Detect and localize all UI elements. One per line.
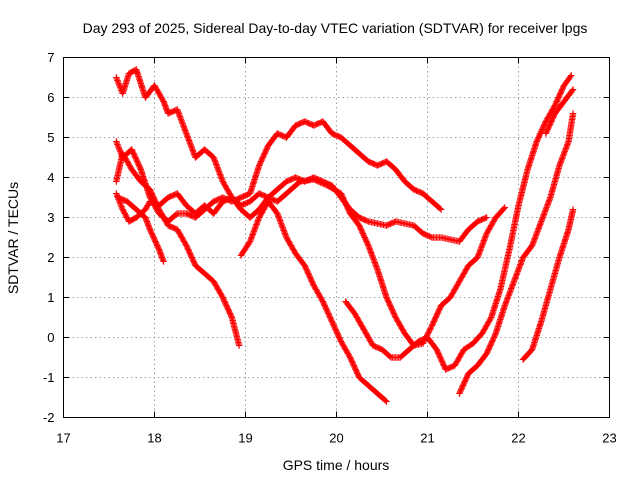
series-track-7 xyxy=(342,72,575,373)
data-point-marker xyxy=(115,80,122,87)
data-point-marker xyxy=(567,73,574,80)
y-tick-label: -2 xyxy=(43,410,55,425)
data-point-marker xyxy=(235,342,243,349)
data-point-marker xyxy=(501,204,509,211)
x-axis-label: GPS time / hours xyxy=(283,457,390,473)
y-tick-label: 0 xyxy=(47,330,54,345)
series-track-10 xyxy=(542,86,577,137)
data-point-marker xyxy=(426,326,434,333)
x-tick-label: 19 xyxy=(238,431,252,446)
x-tick-label: 22 xyxy=(511,431,525,446)
series-track-4 xyxy=(113,150,243,349)
data-point-marker xyxy=(113,190,120,197)
data-point-marker xyxy=(364,240,371,248)
data-point-marker xyxy=(487,315,494,323)
x-tick-label: 23 xyxy=(602,431,616,446)
data-point-marker xyxy=(117,201,125,209)
series-track-1 xyxy=(113,66,509,349)
data-point-marker xyxy=(436,205,444,212)
x-tick-label: 18 xyxy=(147,431,161,446)
data-point-marker xyxy=(228,312,235,320)
data-point-marker xyxy=(115,144,122,151)
data-point-marker xyxy=(114,142,122,150)
series-track-5 xyxy=(114,194,167,265)
data-point-marker xyxy=(569,110,577,117)
data-point-marker xyxy=(483,214,490,221)
data-point-marker xyxy=(115,145,123,152)
grid-lines xyxy=(63,57,610,418)
y-tick-label: 2 xyxy=(47,250,54,265)
chart-title: Day 293 of 2025, Sidereal Day-to-day VTE… xyxy=(83,20,588,36)
series-track-3 xyxy=(113,174,490,245)
data-point-marker xyxy=(114,77,121,84)
data-point-marker xyxy=(426,327,433,335)
data-point-marker xyxy=(113,75,121,83)
y-tick-label: 7 xyxy=(47,50,54,65)
x-tick-label: 21 xyxy=(420,431,434,446)
data-point-marker xyxy=(118,204,126,212)
series-track-9 xyxy=(519,206,577,363)
y-tick-label: -1 xyxy=(43,370,55,385)
data-point-marker xyxy=(427,325,434,332)
data-point-marker xyxy=(491,331,499,339)
data-point-marker xyxy=(427,233,434,241)
data-point-marker xyxy=(569,206,577,213)
series-track-8 xyxy=(456,110,577,397)
data-point-marker xyxy=(428,323,435,331)
series-track-6 xyxy=(237,198,390,405)
data-point-marker xyxy=(114,141,121,148)
data-point-marker xyxy=(114,78,122,86)
data-point-marker xyxy=(246,239,253,246)
y-tick-label: 6 xyxy=(47,90,54,105)
data-point-marker xyxy=(382,397,389,404)
data-point-marker xyxy=(363,217,371,225)
data-point-marker xyxy=(137,164,144,172)
axis-ticks xyxy=(63,57,610,418)
data-point-marker xyxy=(113,74,120,81)
y-axis-label: SDTVAR / TECUs xyxy=(5,182,21,294)
data-markers xyxy=(113,66,577,405)
data-point-marker xyxy=(482,214,489,222)
x-tick-label: 17 xyxy=(56,431,70,446)
data-point-marker xyxy=(425,329,432,336)
data-point-marker xyxy=(113,139,121,147)
y-tick-label: 3 xyxy=(47,210,54,225)
series-track-2 xyxy=(113,118,445,225)
y-tick-label: 5 xyxy=(47,130,54,145)
y-tick-label: 1 xyxy=(47,290,54,305)
data-point-marker xyxy=(500,205,508,212)
x-tick-label: 20 xyxy=(329,431,343,446)
data-point-marker xyxy=(383,398,390,405)
data-point-marker xyxy=(437,206,445,213)
data-point-marker xyxy=(569,86,577,93)
y-tick-label: 4 xyxy=(47,170,54,185)
data-point-marker xyxy=(113,138,120,145)
data-point-marker xyxy=(118,203,125,210)
data-point-marker xyxy=(568,72,575,79)
data-point-marker xyxy=(116,147,123,154)
data-point-marker xyxy=(568,87,576,94)
data-point-marker xyxy=(115,81,123,88)
data-point-marker xyxy=(160,258,167,265)
